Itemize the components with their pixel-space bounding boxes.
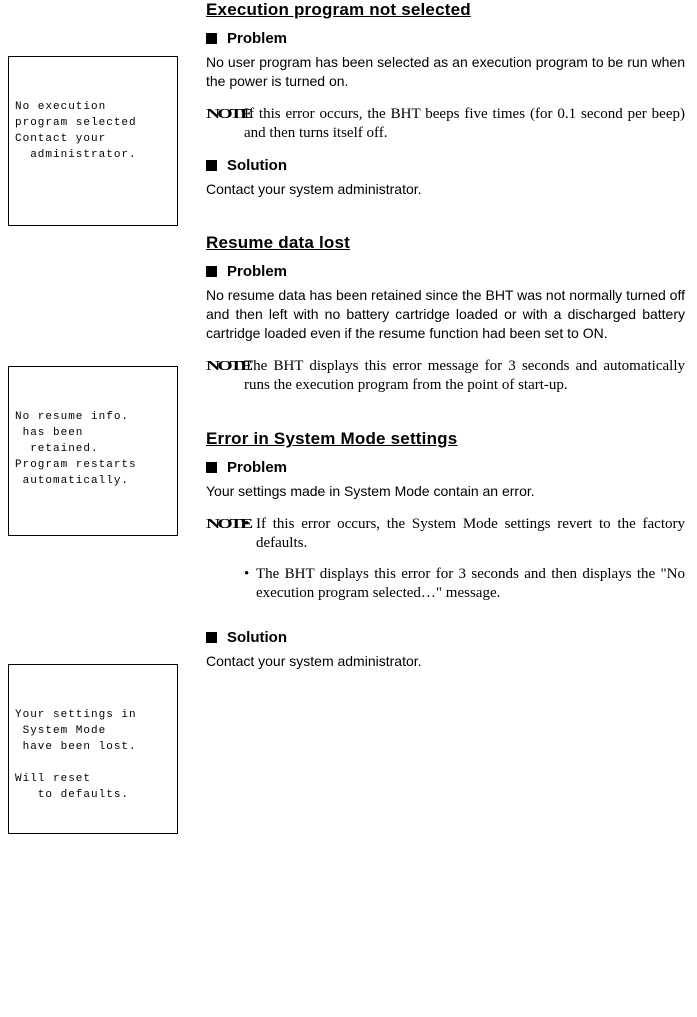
solution-heading-row: Solution <box>206 629 685 646</box>
square-bullet-icon <box>206 266 217 277</box>
note-list-item: • The BHT displays this error for 3 seco… <box>244 565 685 603</box>
problem-text: No user program has been selected as an … <box>206 53 685 91</box>
note-row: NOTE If this error occurs, the BHT beeps… <box>206 105 685 143</box>
problem-heading-row: Problem <box>206 459 685 476</box>
note-item-text: If this error occurs, the System Mode se… <box>256 515 685 553</box>
square-bullet-icon <box>206 462 217 473</box>
problem-label: Problem <box>227 263 287 280</box>
section-system-mode: Error in System Mode settings Problem Yo… <box>206 429 685 671</box>
screen-box-2: No resume info. has been retained. Progr… <box>8 366 178 536</box>
page: No execution program selected Contact yo… <box>0 0 697 974</box>
section-title: Execution program not selected <box>206 0 685 20</box>
problem-label: Problem <box>227 30 287 47</box>
note-item-text: The BHT displays this error for 3 second… <box>256 565 685 603</box>
right-column: Execution program not selected Problem N… <box>206 0 697 974</box>
problem-text: No resume data has been retained since t… <box>206 286 685 343</box>
screen-box-3: Your settings in System Mode have been l… <box>8 664 178 834</box>
note-label: NOTE <box>206 515 259 533</box>
solution-label: Solution <box>227 629 287 646</box>
note-label: NOTE <box>206 105 259 123</box>
screen-box-1: No execution program selected Contact yo… <box>8 56 178 226</box>
section-title: Resume data lost <box>206 233 685 253</box>
problem-text: Your settings made in System Mode contai… <box>206 482 685 501</box>
solution-heading-row: Solution <box>206 157 685 174</box>
note-text: If this error occurs, the BHT beeps five… <box>244 105 685 143</box>
note-list: • If this error occurs, the System Mode … <box>244 515 685 615</box>
solution-text: Contact your system administrator. <box>206 652 685 671</box>
square-bullet-icon <box>206 33 217 44</box>
bullet-dot-icon: • <box>244 565 256 603</box>
note-text: The BHT displays this error message for … <box>244 357 685 395</box>
square-bullet-icon <box>206 632 217 643</box>
note-label: NOTE <box>206 357 259 375</box>
left-column: No execution program selected Contact yo… <box>8 0 206 974</box>
solution-text: Contact your system administrator. <box>206 180 685 199</box>
problem-label: Problem <box>227 459 287 476</box>
section-title: Error in System Mode settings <box>206 429 685 449</box>
solution-label: Solution <box>227 157 287 174</box>
section-resume-data: Resume data lost Problem No resume data … <box>206 233 685 395</box>
section-execution-program: Execution program not selected Problem N… <box>206 0 685 199</box>
note-row: NOTE The BHT displays this error message… <box>206 357 685 395</box>
problem-heading-row: Problem <box>206 30 685 47</box>
note-list-item: • If this error occurs, the System Mode … <box>244 515 685 553</box>
square-bullet-icon <box>206 160 217 171</box>
note-row: NOTE • If this error occurs, the System … <box>206 515 685 615</box>
problem-heading-row: Problem <box>206 263 685 280</box>
